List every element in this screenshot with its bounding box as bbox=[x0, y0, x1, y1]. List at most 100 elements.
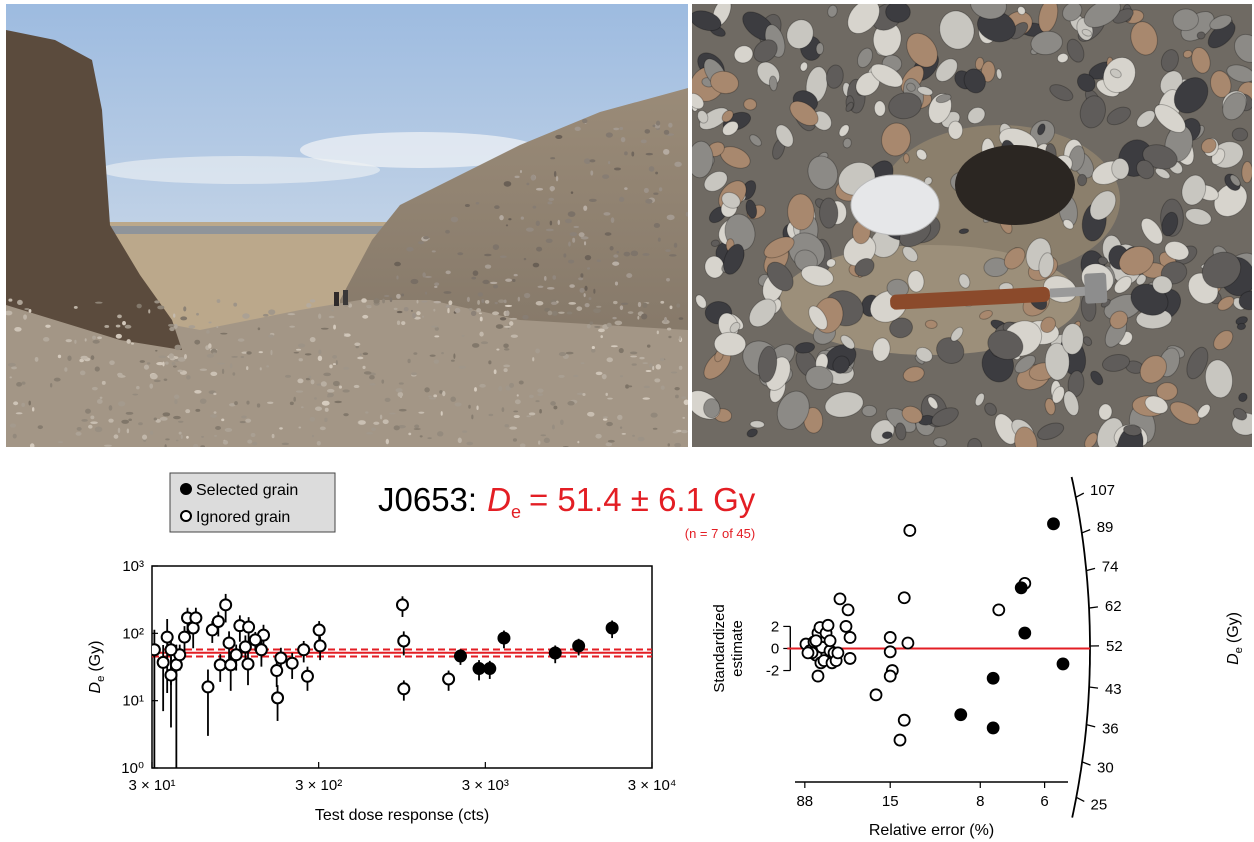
pebble bbox=[587, 412, 594, 417]
pebble bbox=[589, 321, 593, 324]
pebble bbox=[520, 443, 526, 447]
pebble bbox=[147, 362, 150, 364]
pebble bbox=[97, 399, 103, 404]
pebble bbox=[32, 407, 34, 411]
x-tick-label: 3 × 10⁴ bbox=[628, 777, 677, 794]
pebble bbox=[441, 411, 443, 416]
pebble bbox=[467, 297, 470, 302]
pebble bbox=[579, 232, 585, 237]
pebble bbox=[289, 326, 295, 328]
pebble bbox=[548, 311, 553, 316]
grain-point bbox=[398, 635, 409, 646]
pebble bbox=[642, 253, 649, 256]
pebble bbox=[621, 137, 626, 142]
pebble bbox=[245, 419, 251, 423]
pebble bbox=[535, 349, 540, 354]
grain-point bbox=[1048, 518, 1059, 529]
pebble bbox=[132, 394, 138, 396]
pebble bbox=[552, 311, 558, 316]
pebble bbox=[617, 251, 619, 253]
pebble bbox=[644, 386, 650, 389]
pebble bbox=[535, 400, 539, 402]
pebble bbox=[194, 390, 201, 394]
grain-point bbox=[840, 621, 851, 632]
pebble bbox=[343, 367, 349, 370]
pebble bbox=[172, 362, 176, 366]
pebble bbox=[126, 339, 130, 344]
pebble bbox=[447, 308, 449, 313]
pebble bbox=[186, 436, 189, 439]
pebble bbox=[503, 365, 510, 368]
pebble bbox=[221, 419, 224, 422]
pebble bbox=[580, 273, 583, 277]
pebble bbox=[520, 170, 522, 173]
pebble bbox=[150, 374, 158, 380]
pebble bbox=[479, 384, 486, 388]
pebble bbox=[318, 314, 321, 319]
pebble bbox=[272, 434, 275, 438]
grain-point bbox=[250, 634, 261, 645]
pebble bbox=[1077, 174, 1087, 186]
pebble bbox=[619, 348, 624, 353]
grain-point bbox=[904, 525, 915, 536]
x-axis-label: Relative error (%) bbox=[869, 822, 994, 839]
pebble bbox=[567, 401, 574, 405]
pebble bbox=[556, 176, 558, 181]
grain-point bbox=[165, 644, 176, 655]
pebble bbox=[474, 387, 477, 392]
pebble bbox=[500, 317, 506, 320]
pebble bbox=[518, 297, 520, 302]
pebble bbox=[164, 379, 168, 381]
pebble bbox=[539, 409, 542, 414]
pebble bbox=[174, 395, 180, 399]
pebble bbox=[285, 375, 291, 378]
grain-point bbox=[242, 659, 253, 670]
pebble bbox=[674, 162, 681, 167]
pebble bbox=[513, 438, 517, 441]
pebble bbox=[428, 395, 432, 397]
pebble bbox=[215, 426, 221, 430]
pebble bbox=[401, 321, 405, 325]
pebble bbox=[481, 299, 484, 303]
pebble bbox=[137, 304, 142, 309]
pebble bbox=[632, 363, 637, 365]
pebble bbox=[642, 303, 647, 308]
pebble bbox=[657, 330, 659, 334]
pebble bbox=[550, 186, 555, 191]
grain-point bbox=[302, 671, 313, 682]
pebble bbox=[536, 247, 542, 252]
pebble bbox=[118, 428, 121, 433]
pebble bbox=[505, 305, 512, 307]
pebble bbox=[116, 334, 122, 339]
pebble bbox=[201, 436, 204, 438]
pebble bbox=[138, 422, 143, 425]
pebble bbox=[472, 343, 479, 348]
pebble bbox=[441, 352, 444, 354]
pebble bbox=[155, 350, 157, 352]
pebble bbox=[607, 323, 612, 328]
pebble bbox=[493, 244, 499, 250]
pebble bbox=[526, 415, 531, 417]
pebble bbox=[569, 284, 575, 288]
pebble bbox=[568, 302, 576, 305]
pebble bbox=[674, 387, 679, 390]
pebble bbox=[681, 430, 688, 433]
pebble bbox=[200, 398, 207, 403]
pebble bbox=[651, 413, 658, 418]
pebble bbox=[298, 427, 301, 429]
pebble bbox=[425, 276, 432, 278]
pebble bbox=[504, 299, 507, 303]
pebble bbox=[521, 217, 524, 220]
pebble bbox=[450, 397, 456, 402]
pebble bbox=[310, 337, 316, 342]
pebble bbox=[45, 325, 50, 328]
pebble bbox=[494, 205, 500, 209]
pebble bbox=[455, 308, 461, 313]
pebble bbox=[584, 241, 586, 245]
pebble bbox=[8, 363, 16, 367]
pebble bbox=[602, 174, 609, 179]
pebble bbox=[128, 418, 132, 421]
pebble bbox=[411, 279, 419, 284]
pebble bbox=[583, 206, 587, 211]
pebble bbox=[571, 191, 573, 194]
